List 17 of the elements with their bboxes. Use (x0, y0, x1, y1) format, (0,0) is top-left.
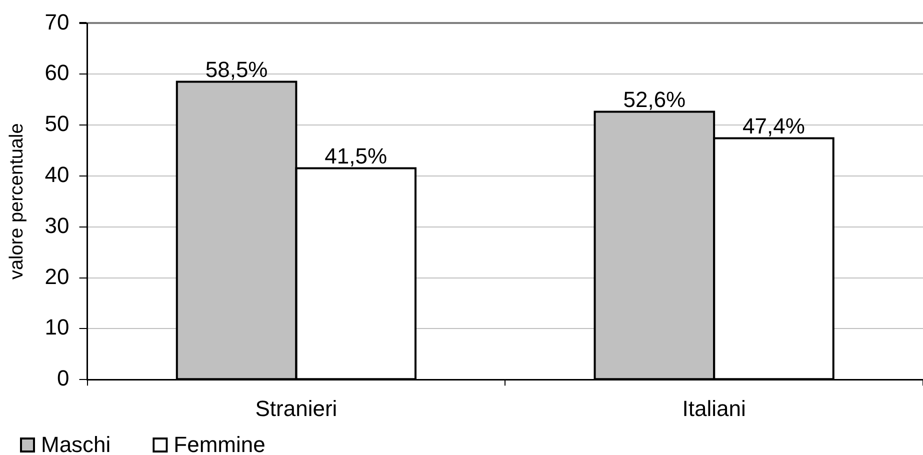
y-tick-label: 50 (44, 111, 70, 136)
data-label: 41,5% (324, 143, 388, 168)
legend-label: Femmine (174, 432, 266, 455)
data-label: 58,5% (205, 56, 268, 82)
y-tick-label: 20 (44, 264, 70, 289)
y-tick-label: 30 (44, 212, 70, 238)
y-tick-label: 40 (44, 162, 70, 188)
x-tick-label: Italiani (682, 396, 746, 421)
y-tick-label: 10 (44, 314, 70, 340)
legend-label: Maschi (41, 432, 111, 455)
y-tick-label: 0 (57, 366, 70, 391)
y-tick-label: 60 (44, 60, 70, 86)
y-tick-label: 70 (44, 9, 70, 34)
data-label: 52,6% (623, 86, 686, 112)
data-label: 47,4% (742, 113, 805, 138)
y-axis-title: valore percentuale (6, 123, 28, 280)
x-tick-label: Stranieri (255, 396, 338, 421)
